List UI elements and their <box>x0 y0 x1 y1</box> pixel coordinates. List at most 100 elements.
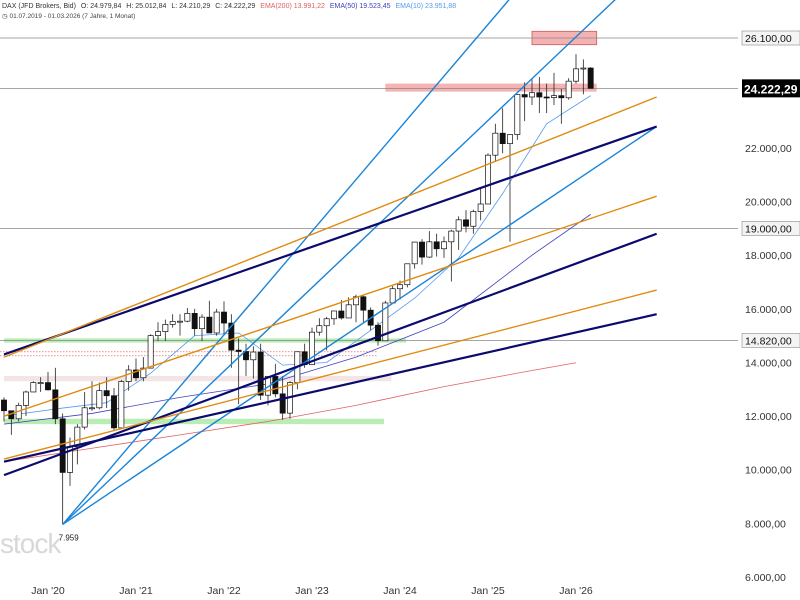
candle-body <box>177 320 183 323</box>
y-tick-label: 8.000,00 <box>745 518 786 530</box>
trendline <box>3 96 657 358</box>
candle-body <box>155 331 161 337</box>
candle-body <box>558 95 565 99</box>
close-value: C: 24.222,29 <box>215 3 256 10</box>
candle-body <box>37 382 44 384</box>
instrument-name: DAX (JFD Brokers, Bid) <box>2 3 76 10</box>
y-tick-label: 6.000,00 <box>745 572 786 584</box>
candle-body <box>411 241 418 265</box>
date-range: ◷ 01.07.2019 - 01.03.2026 (7 Jahre, 1 Mo… <box>2 12 135 20</box>
candle-body <box>448 230 455 243</box>
candle-body <box>52 389 59 420</box>
candle-body <box>463 219 469 227</box>
candle-body <box>235 349 242 352</box>
date-range-text: 01.07.2019 - 01.03.2026 <box>9 13 81 20</box>
trendline <box>3 195 657 417</box>
candle-body <box>360 296 367 311</box>
candle-body <box>492 132 499 156</box>
candle-body <box>587 67 594 89</box>
candle-body <box>162 324 169 332</box>
low-value: L: 24.210,29 <box>171 3 211 10</box>
x-tick-label: Jan '25 <box>471 585 505 597</box>
candle-body <box>279 393 286 414</box>
candle-body <box>485 154 491 205</box>
level-label: 26.100,00 <box>745 33 792 45</box>
candle-body <box>514 94 521 135</box>
ema50-legend: EMA(50) 19.523,45 <box>329 3 391 10</box>
x-tick-label: Jan '23 <box>295 585 329 597</box>
y-tick-label: 20.000,00 <box>745 197 792 209</box>
candle-body <box>206 316 213 334</box>
candle-body <box>543 96 550 99</box>
low-annotation: 7.959 <box>59 533 80 542</box>
trendline <box>3 232 658 477</box>
candle-body <box>565 80 572 99</box>
price-zone <box>4 375 392 382</box>
candle-body <box>389 288 396 304</box>
candle-body <box>507 134 513 145</box>
price-zone <box>385 83 597 92</box>
trendline <box>3 313 657 463</box>
candle-body <box>257 351 264 396</box>
candle-body <box>23 391 29 406</box>
candle-body <box>243 351 249 361</box>
candle-body <box>147 335 154 369</box>
watermark-logo: stock <box>0 528 61 559</box>
date-span-text: (7 Jahre, 1 Monat) <box>82 13 136 20</box>
chart-header: DAX (JFD Brokers, Bid) O: 24.979,84 H: 2… <box>2 2 459 11</box>
candle-body <box>338 310 345 319</box>
candle-body <box>169 321 176 325</box>
current-price-box <box>742 79 800 98</box>
candle-body <box>529 92 535 98</box>
high-value: H: 25.012,84 <box>126 3 167 10</box>
level-label-box <box>741 221 800 236</box>
level-label: 19.000,00 <box>745 223 792 235</box>
y-tick-label: 10.000,00 <box>745 465 792 477</box>
x-tick-label: Jan '20 <box>31 585 65 597</box>
candle-body <box>221 311 227 324</box>
ema50-line <box>3 214 591 425</box>
candle-body <box>250 351 257 361</box>
candle-body <box>382 302 389 342</box>
ema10-legend: EMA(10) 23.951,88 <box>395 3 457 10</box>
candle-body <box>89 407 95 410</box>
candle-body <box>74 426 81 448</box>
x-tick-label: Jan '26 <box>559 585 593 597</box>
clock-icon: ◷ <box>2 13 8 20</box>
candle-body <box>184 313 191 322</box>
y-axis-background <box>738 0 800 600</box>
candle-body <box>213 311 220 334</box>
trendline <box>3 289 657 460</box>
level-label-box <box>741 30 800 46</box>
candle-body <box>125 369 132 382</box>
y-tick-label: 22.000,00 <box>745 143 792 155</box>
candle-body <box>419 241 425 258</box>
candle-body <box>316 325 323 333</box>
candle-body <box>551 95 557 98</box>
open-value: O: 24.979,84 <box>80 3 122 10</box>
candle-body <box>470 211 477 227</box>
candle-body <box>228 322 235 351</box>
candle-body <box>133 369 139 379</box>
trendline <box>62 0 510 525</box>
candle-body <box>1 399 7 412</box>
current-price-label: 24.222,29 <box>744 82 798 96</box>
candle-body <box>331 310 337 320</box>
candle-body <box>426 241 433 258</box>
candle-body <box>397 284 403 290</box>
y-tick-label: 18.000,00 <box>745 250 792 262</box>
price-zone <box>4 418 384 425</box>
level-label: 14.820,00 <box>745 335 792 347</box>
candle-body <box>45 382 51 391</box>
candle-body <box>345 304 352 319</box>
candle-body <box>199 316 205 330</box>
trendline <box>62 0 616 525</box>
x-tick-label: Jan '22 <box>207 585 241 597</box>
candle-body <box>111 395 117 429</box>
candle-body <box>499 132 506 145</box>
candle-body <box>81 407 88 428</box>
candle-body <box>103 390 110 397</box>
x-tick-label: Jan '21 <box>119 585 153 597</box>
candle-body <box>191 313 198 330</box>
